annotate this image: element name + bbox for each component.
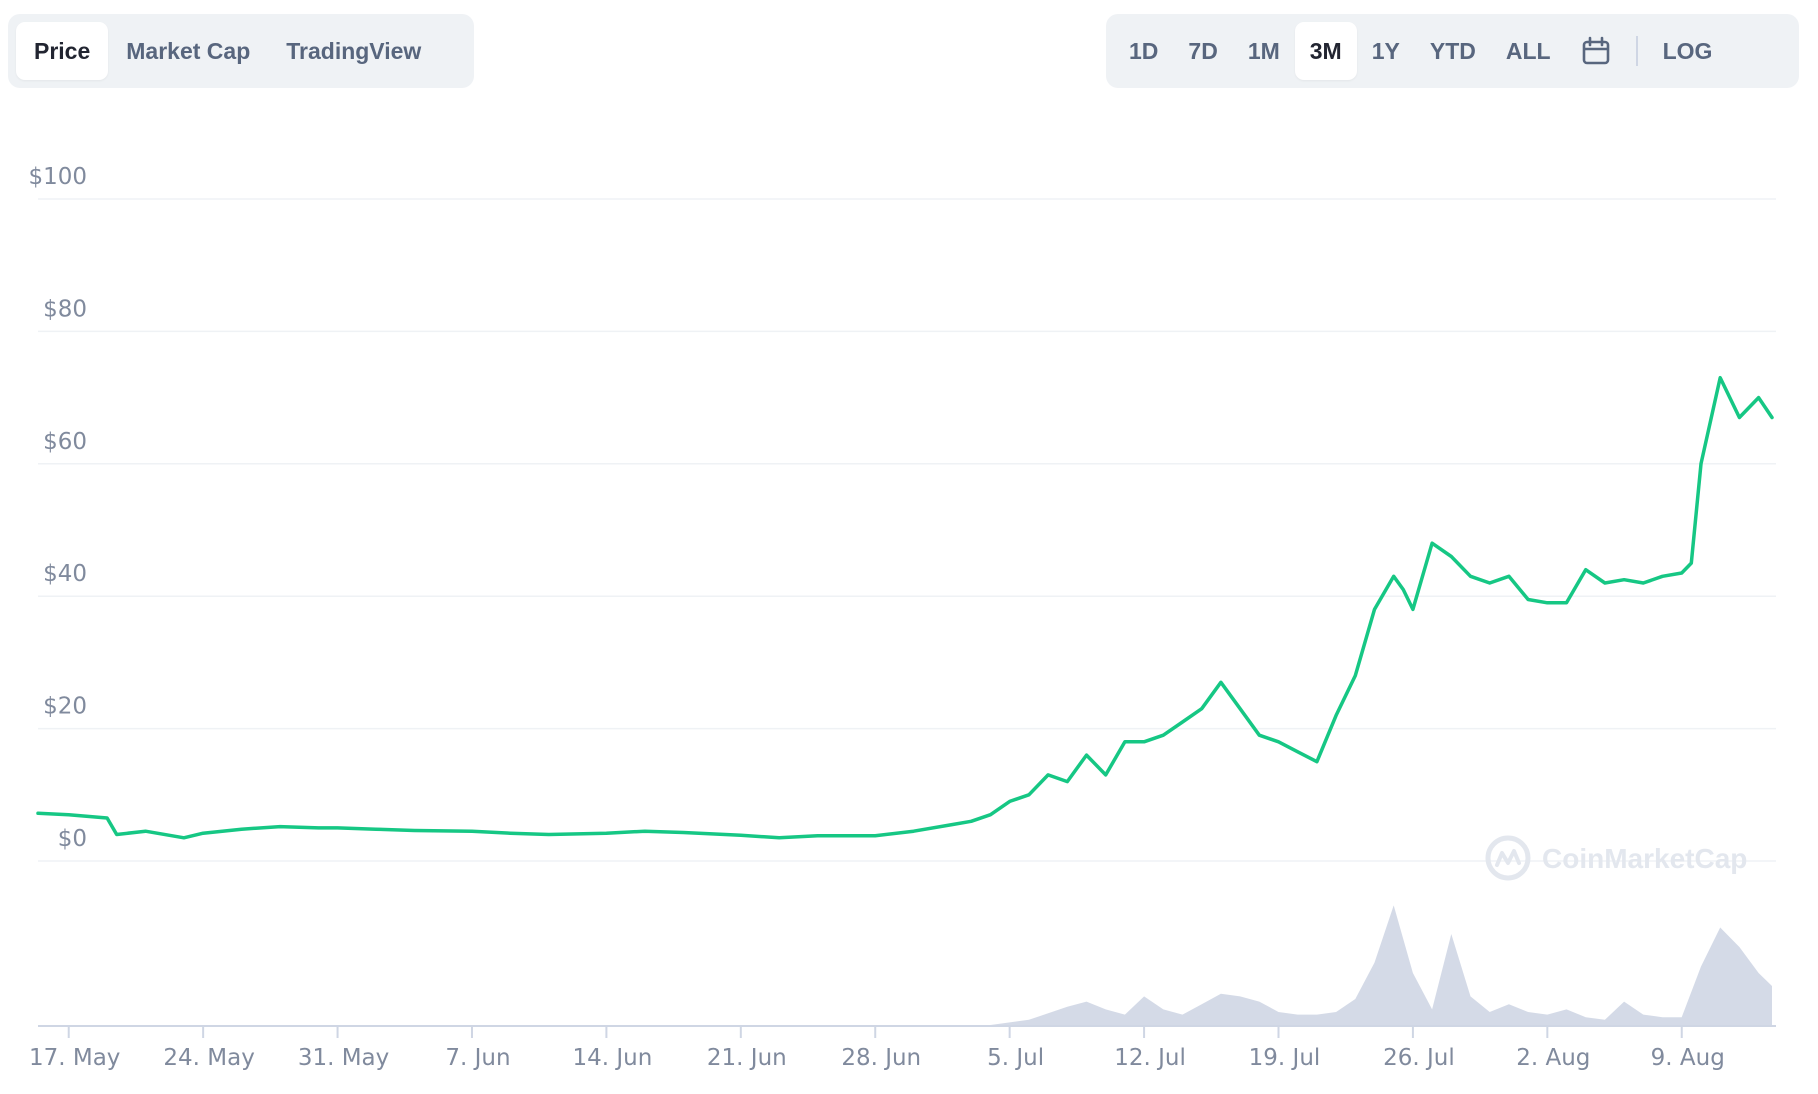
range-3m-button[interactable]: 3M	[1294, 22, 1357, 80]
price-line	[36, 375, 1774, 840]
x-tick-label: 28. Jun	[841, 1045, 921, 1071]
x-tick-label: 21. Jun	[707, 1045, 787, 1071]
volume-area-layer	[38, 905, 1772, 1025]
range-1d-button[interactable]: 1D	[1129, 37, 1159, 64]
x-tick-label: 19. Jul	[1249, 1045, 1321, 1071]
calendar-icon[interactable]	[1566, 22, 1626, 80]
x-tick-label: 9. Aug	[1651, 1045, 1725, 1071]
x-tick-label: 31. May	[298, 1045, 389, 1071]
x-tick-label: 24. May	[163, 1045, 254, 1071]
x-tick-label: 5. Jul	[987, 1045, 1044, 1071]
tab-market-cap[interactable]: Market Cap	[126, 37, 251, 64]
watermark-text: CoinMarketCap	[1542, 843, 1747, 874]
x-tick-label: 12. Jul	[1114, 1045, 1186, 1071]
price-chart[interactable]: CoinMarketCap $100 $80 $60 $40 $20 $0 17. May 2…	[0, 100, 1818, 1094]
range-1m-button[interactable]: 1M	[1247, 37, 1280, 64]
range-all-button[interactable]: ALL	[1505, 37, 1551, 64]
log-scale-button[interactable]: LOG	[1662, 37, 1713, 64]
y-tick-label: $100	[28, 164, 87, 190]
coinmarketcap-watermark: CoinMarketCap	[1485, 835, 1747, 881]
toolbar-divider	[1635, 36, 1638, 66]
y-tick-label: $40	[43, 561, 87, 587]
range-ytd-button[interactable]: YTD	[1429, 37, 1476, 64]
range-7d-button[interactable]: 7D	[1188, 37, 1218, 64]
x-tick-label: 26. Jul	[1383, 1045, 1455, 1071]
y-tick-label: $60	[43, 429, 87, 455]
chart-grid	[38, 198, 1776, 862]
x-tick-label: 2. Aug	[1516, 1045, 1590, 1071]
coinmarketcap-logo-icon	[1485, 835, 1531, 881]
tab-tradingview[interactable]: TradingView	[286, 37, 422, 64]
price-line-layer	[36, 375, 1774, 840]
x-tick-label: 7. Jun	[445, 1045, 510, 1071]
y-tick-label: $80	[43, 296, 87, 322]
chart-type-tabs: Price Market Cap TradingView	[8, 14, 474, 88]
range-1y-button[interactable]: 1Y	[1371, 37, 1400, 64]
x-tick-label: 14. Jun	[572, 1045, 652, 1071]
volume-area	[38, 905, 1772, 1025]
y-tick-label: $20	[43, 694, 87, 720]
chart-axes: $100 $80 $60 $40 $20 $0 17. May 24. May 31. May 7…	[28, 164, 1776, 1071]
x-tick-label: 17. May	[29, 1045, 120, 1071]
time-range-selector: 1D 7D 1M 3M 1Y YTD ALL LOG	[1106, 14, 1799, 88]
y-tick-label: $0	[58, 826, 87, 852]
tab-price[interactable]: Price	[16, 22, 109, 80]
